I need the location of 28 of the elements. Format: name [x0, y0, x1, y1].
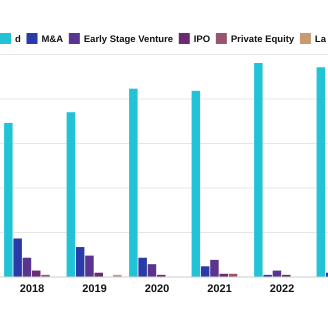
x-tick-label: 2022: [270, 283, 294, 295]
bar: [76, 247, 84, 277]
legend-label: IPO: [194, 34, 210, 45]
bar: [22, 258, 32, 277]
x-tick-label: 2020: [144, 283, 170, 295]
bar: [32, 270, 40, 277]
legend-label: d: [15, 34, 21, 45]
legend-label: M&A: [42, 34, 64, 45]
x-tick-label: 2021: [207, 283, 232, 295]
legend-label: Early Stage Venture: [84, 34, 174, 45]
bar: [148, 264, 156, 277]
bar: [210, 260, 219, 277]
bar: [200, 266, 210, 277]
bar: [138, 258, 147, 277]
bar: [85, 256, 94, 277]
x-tick-label: 2019: [82, 283, 107, 295]
x-tick-label: 2018: [20, 283, 44, 295]
bar: [4, 122, 13, 277]
bar: [192, 90, 200, 277]
legend-label: Private Equity: [230, 34, 295, 45]
bar: [94, 272, 103, 277]
bar: [316, 67, 326, 277]
bar: [254, 63, 263, 277]
bar: [13, 238, 22, 277]
bar: [66, 112, 76, 277]
legend-label: La: [314, 34, 327, 45]
bar: [129, 88, 138, 277]
bar: [272, 270, 282, 277]
